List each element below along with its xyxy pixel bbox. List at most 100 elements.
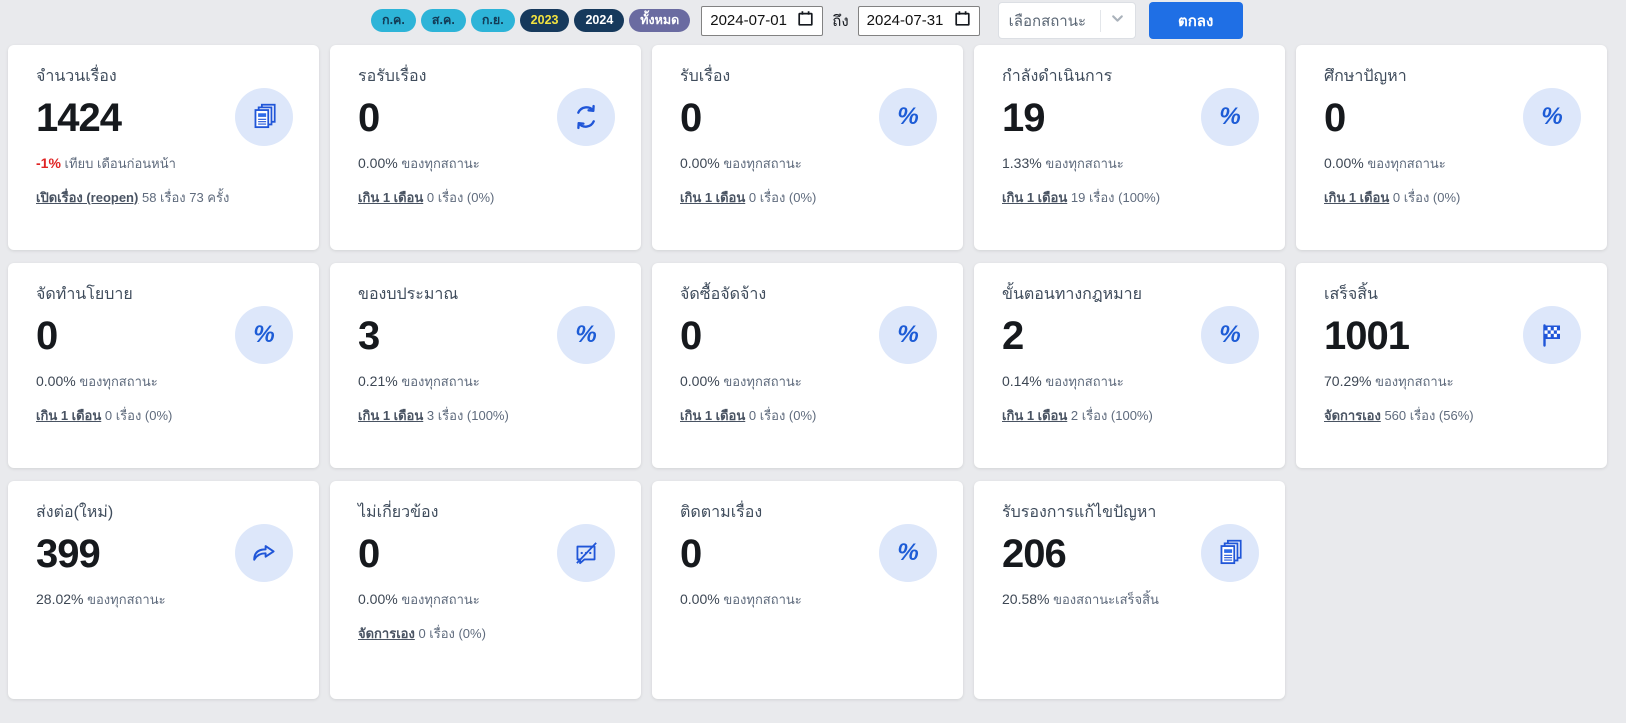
- percent-icon: %: [1201, 88, 1259, 146]
- card-link[interactable]: เกิน 1 เดือน: [680, 408, 746, 423]
- card-link-line: เกิน 1 เดือน 2 เรื่อง (100%): [1002, 408, 1153, 423]
- date-to-input[interactable]: 2024-07-31: [857, 5, 980, 36]
- select-divider: [1099, 9, 1101, 32]
- card-title: เสร็จสิ้น: [1324, 286, 1378, 303]
- stat-card: ขั้นตอนทางกฎหมาย 2 % 0.14% ของทุกสถานะ เ…: [974, 263, 1285, 468]
- card-value: 0: [358, 532, 380, 576]
- card-link-line: เกิน 1 เดือน 0 เรื่อง (0%): [1324, 190, 1461, 205]
- card-value: 0: [680, 314, 702, 358]
- submit-button[interactable]: ตกลง: [1148, 2, 1243, 39]
- status-select[interactable]: เลือกสถานะ: [997, 2, 1136, 39]
- documents-icon: [1201, 524, 1259, 582]
- stat-card: ของบประมาณ 3 % 0.21% ของทุกสถานะ เกิน 1 …: [330, 263, 641, 468]
- card-link[interactable]: เกิน 1 เดือน: [1002, 190, 1068, 205]
- calendar-icon[interactable]: [797, 10, 814, 31]
- stat-card: ศึกษาปัญหา 0 % 0.00% ของทุกสถานะ เกิน 1 …: [1296, 45, 1607, 250]
- percent-icon: %: [1523, 88, 1581, 146]
- date-from-input[interactable]: 2024-07-01: [701, 5, 824, 36]
- date-to-value: 2024-07-31: [866, 12, 944, 29]
- date-range-to-label: ถึง: [832, 12, 849, 30]
- card-title: ติดตามเรื่อง: [680, 504, 763, 521]
- card-title: ส่งต่อ(ใหม่): [36, 504, 114, 521]
- date-range: 2024-07-01 ถึง 2024-07-31: [701, 5, 980, 36]
- card-stat: 20.58% ของสถานะเสร็จสิ้น: [1002, 591, 1159, 607]
- flag-checkered-icon: [1523, 306, 1581, 364]
- documents-icon: [235, 88, 293, 146]
- card-title: ขั้นตอนทางกฎหมาย: [1002, 286, 1143, 303]
- card-value: 3: [358, 314, 380, 358]
- period-pill-ทั้งหมด[interactable]: ทั้งหมด: [629, 9, 691, 32]
- card-value: 1424: [36, 96, 122, 140]
- card-stat: 0.00% ของทุกสถานะ: [680, 155, 802, 171]
- period-pill-2024[interactable]: 2024: [574, 9, 625, 32]
- card-link-line: จัดการเอง 560 เรื่อง (56%): [1324, 408, 1474, 423]
- card-link[interactable]: เกิน 1 เดือน: [1324, 190, 1390, 205]
- card-link-line: เกิน 1 เดือน 0 เรื่อง (0%): [358, 190, 495, 205]
- card-link-line: เกิน 1 เดือน 0 เรื่อง (0%): [680, 190, 817, 205]
- card-link-line: เกิน 1 เดือน 0 เรื่อง (0%): [36, 408, 173, 423]
- stat-card: กำลังดำเนินการ 19 % 1.33% ของทุกสถานะ เก…: [974, 45, 1285, 250]
- stat-card: จัดซื้อจัดจ้าง 0 % 0.00% ของทุกสถานะ เกิ…: [652, 263, 963, 468]
- card-link-line: เกิน 1 เดือน 3 เรื่อง (100%): [358, 408, 509, 423]
- share-icon: [235, 524, 293, 582]
- percent-icon: %: [235, 306, 293, 364]
- card-link[interactable]: เกิน 1 เดือน: [36, 408, 102, 423]
- card-value: 0: [358, 96, 380, 140]
- card-stat: 0.00% ของทุกสถานะ: [358, 155, 480, 171]
- card-title: ของบประมาณ: [358, 286, 459, 303]
- stat-card: ติดตามเรื่อง 0 % 0.00% ของทุกสถานะ: [652, 481, 963, 699]
- stat-card: รับเรื่อง 0 % 0.00% ของทุกสถานะ เกิน 1 เ…: [652, 45, 963, 250]
- period-pill-ส.ค.[interactable]: ส.ค.: [420, 9, 466, 32]
- calendar-icon[interactable]: [954, 10, 971, 31]
- card-value: 399: [36, 532, 101, 576]
- card-value: 2: [1002, 314, 1024, 358]
- stat-card: ส่งต่อ(ใหม่) 399 28.02% ของทุกสถานะ: [8, 481, 319, 699]
- period-pill-2023[interactable]: 2023: [519, 9, 570, 32]
- card-link-line: จัดการเอง 0 เรื่อง (0%): [358, 626, 486, 641]
- chevron-down-icon: [1110, 11, 1125, 30]
- card-title: รับรองการแก้ไขปัญหา: [1002, 504, 1157, 521]
- stat-card: รอรับเรื่อง 0 0.00% ของทุกสถานะ เกิน 1 เ…: [330, 45, 641, 250]
- card-link[interactable]: จัดการเอง: [358, 626, 415, 641]
- stat-card: ไม่เกี่ยวข้อง 0 0.00% ของทุกสถานะ จัดการ…: [330, 481, 641, 699]
- card-link[interactable]: เกิน 1 เดือน: [680, 190, 746, 205]
- chat-slash-icon: [557, 524, 615, 582]
- card-title: จัดทำนโยบาย: [36, 286, 133, 303]
- card-title: รอรับเรื่อง: [358, 68, 427, 85]
- percent-icon: %: [879, 88, 937, 146]
- card-link[interactable]: เกิน 1 เดือน: [358, 190, 424, 205]
- card-stat: -1% เทียบ เดือนก่อนหน้า: [36, 155, 176, 171]
- sync-icon: [557, 88, 615, 146]
- card-title: รับเรื่อง: [680, 68, 731, 85]
- stat-card: รับรองการแก้ไขปัญหา 206 20.58% ของสถานะเ…: [974, 481, 1285, 699]
- status-select-value: เลือกสถานะ: [1008, 12, 1087, 30]
- card-stat: 0.00% ของทุกสถานะ: [1324, 155, 1446, 171]
- card-link-line: เกิน 1 เดือน 19 เรื่อง (100%): [1002, 190, 1161, 205]
- card-link[interactable]: เกิน 1 เดือน: [358, 408, 424, 423]
- card-link[interactable]: เกิน 1 เดือน: [1002, 408, 1068, 423]
- stat-card: จำนวนเรื่อง 1424 -1% เทียบ เดือนก่อนหน้า…: [8, 45, 319, 250]
- card-title: จำนวนเรื่อง: [36, 68, 117, 85]
- card-stat: 28.02% ของทุกสถานะ: [36, 591, 166, 607]
- percent-icon: %: [879, 306, 937, 364]
- card-title: จัดซื้อจัดจ้าง: [680, 286, 767, 303]
- card-link-line: เปิดเรื่อง (reopen) 58 เรื่อง 73 ครั้ง: [36, 190, 230, 205]
- card-value: 206: [1002, 532, 1067, 576]
- card-link[interactable]: เปิดเรื่อง (reopen): [36, 190, 139, 205]
- period-pill-ก.ค.[interactable]: ก.ค.: [371, 9, 416, 32]
- card-stat: 0.00% ของทุกสถานะ: [680, 591, 802, 607]
- card-value: 0: [1324, 96, 1346, 140]
- period-pills: ก.ค. ส.ค. ก.ย. 2023 2024 ทั้งหมด: [371, 9, 691, 32]
- percent-icon: %: [1201, 306, 1259, 364]
- cards-grid: จำนวนเรื่อง 1424 -1% เทียบ เดือนก่อนหน้า…: [8, 45, 1607, 699]
- card-stat: 0.00% ของทุกสถานะ: [680, 373, 802, 389]
- card-link[interactable]: จัดการเอง: [1324, 408, 1381, 423]
- stat-card: จัดทำนโยบาย 0 % 0.00% ของทุกสถานะ เกิน 1…: [8, 263, 319, 468]
- card-title: ศึกษาปัญหา: [1324, 68, 1407, 85]
- card-value: 0: [36, 314, 58, 358]
- card-value: 1001: [1324, 314, 1410, 358]
- card-stat: 0.00% ของทุกสถานะ: [358, 591, 480, 607]
- period-pill-ก.ย.[interactable]: ก.ย.: [470, 9, 515, 32]
- card-stat: 1.33% ของทุกสถานะ: [1002, 155, 1124, 171]
- card-stat: 0.14% ของทุกสถานะ: [1002, 373, 1124, 389]
